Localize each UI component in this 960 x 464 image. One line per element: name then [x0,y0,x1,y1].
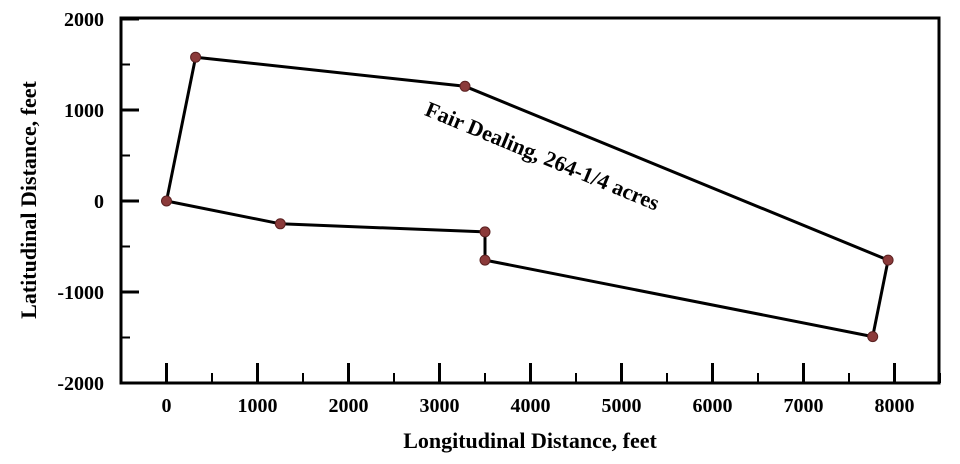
x-tick-label: 8000 [875,395,915,417]
x-tick-label: 0 [162,395,172,417]
vertex-marker [479,254,491,266]
y-tick-label: 1000 [64,100,104,122]
annotation-label: Fair Dealing, 264-1/4 acres [422,96,664,215]
plot-frame [119,16,941,385]
y-tick-label: 2000 [64,9,104,31]
vertex-marker [867,331,879,343]
vertex-marker [161,195,172,207]
x-tick-label: 6000 [693,395,733,417]
y-tick-label: -2000 [57,373,104,395]
x-axis-title: Longitudinal Distance, feet [403,428,657,453]
vertex-marker [479,226,491,238]
vertex-marker [882,254,894,266]
x-tick-label: 3000 [420,395,460,417]
x-tick-label: 1000 [238,395,278,417]
boundary-line [165,55,890,339]
vertex-marker [274,218,286,230]
vertex-marker [190,51,202,63]
y-tick-label: 0 [94,191,104,213]
x-tick-label: 4000 [511,395,551,417]
y-tick-label: -1000 [57,282,104,304]
ticks [120,17,941,385]
x-tick-label: 7000 [784,395,824,417]
markers [161,51,894,343]
x-tick-label: 2000 [329,395,369,417]
y-axis-title: Latitudinal Distance, feet [16,80,41,318]
tick-labels: 0 1000 2000 3000 4000 5000 6000 7000 8000 -2000 -1… [57,9,914,417]
vertex-marker [459,80,471,92]
x-tick-label: 5000 [602,395,642,417]
